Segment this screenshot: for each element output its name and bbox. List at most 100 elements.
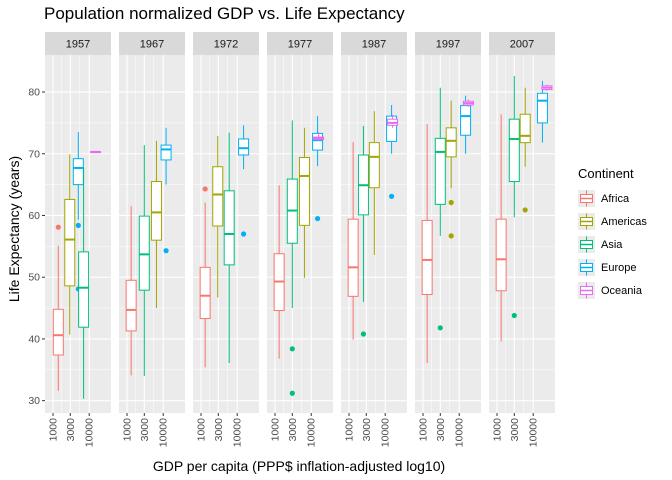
x-tick-label-1000: 1000 [344, 418, 356, 442]
panel-background-1977 [267, 55, 333, 413]
outlier-point [202, 186, 208, 192]
box-body [368, 142, 380, 189]
boxplot-1997-africa [421, 124, 433, 364]
boxplot-1997-oceania [462, 99, 474, 107]
y-tick-label-40: 40 [28, 333, 40, 345]
x-axis-title: GDP per capita (PPP$ inflation-adjusted … [152, 458, 446, 474]
outlier-point [522, 207, 528, 213]
facet-strip-1967 [119, 32, 185, 55]
box-body [434, 137, 446, 205]
facet-strip-1997 [415, 32, 481, 55]
outlier-point [289, 346, 295, 352]
boxplot-2007-americas [519, 87, 531, 213]
outlier-point [437, 325, 443, 331]
legend-label-asia: Asia [601, 238, 623, 251]
box-body [495, 218, 507, 292]
x-tick-label-1000: 1000 [48, 418, 60, 442]
legend-label-americas: Americas [601, 215, 647, 228]
box-body [78, 251, 90, 328]
x-tick-label-3000: 3000 [435, 418, 447, 442]
boxplot-1957-asia [78, 167, 90, 399]
x-tick-label-3000: 3000 [139, 418, 151, 442]
box-body [312, 132, 324, 151]
facet-strip-label-1967: 1967 [140, 39, 164, 51]
x-tick-label-3000: 3000 [361, 418, 373, 442]
boxplot-2007-asia [508, 75, 520, 319]
x-tick-label-3000: 3000 [213, 418, 225, 442]
x-tick-label-10000: 10000 [84, 418, 96, 447]
box-body [298, 156, 310, 226]
legend-key-africa [578, 190, 595, 207]
boxplot-1972-americas [212, 135, 224, 298]
box-body [212, 166, 224, 227]
legend-label-europe: Europe [601, 261, 637, 274]
box-body [223, 190, 235, 266]
x-tick-label-3000: 3000 [65, 418, 77, 442]
legend-key-europe [578, 259, 595, 276]
outlier-point [289, 390, 295, 396]
box-body [386, 115, 398, 142]
facet-strip-2007 [489, 32, 555, 55]
box-body [508, 118, 520, 183]
legend-key-asia [578, 236, 595, 253]
boxplot-1997-asia [434, 87, 446, 331]
x-tick-label-10000: 10000 [454, 418, 466, 447]
box-body [199, 266, 211, 320]
legend-item-americas: Americas [578, 210, 647, 233]
boxplot-1987-asia [357, 125, 369, 337]
outlier-point [360, 331, 367, 337]
x-tick-label-1000: 1000 [492, 418, 504, 442]
box-body [421, 219, 433, 295]
legend-glyph-europe [580, 259, 593, 276]
facet-strip-1972 [193, 32, 259, 55]
boxplot-1972-asia [223, 132, 235, 364]
facet-panel-1977: 1977 1000 3000 10000 [267, 32, 333, 447]
facet-strip-label-2007: 2007 [510, 39, 534, 51]
x-tick-label-1000: 1000 [270, 418, 282, 442]
boxplot-1957-oceania [90, 150, 102, 154]
boxplot-1967-asia [138, 145, 150, 376]
y-axis-title: Life Expectancy (years) [6, 155, 22, 303]
y-tick-label-30: 30 [28, 395, 40, 407]
facet-strip-1977 [267, 32, 333, 55]
boxplot-1967-africa [125, 206, 137, 376]
boxplot-1977-europe [312, 116, 324, 222]
outlier-point [448, 233, 454, 239]
legend-item-africa: Africa [578, 187, 647, 210]
boxplot-1997-americas [445, 100, 457, 239]
boxplot-2007-oceania [541, 84, 553, 91]
box-body [460, 105, 472, 136]
legend-item-oceania: Oceania [578, 279, 647, 302]
boxplot-1977-oceania [313, 132, 325, 141]
boxplot-1977-asia [286, 120, 298, 396]
boxplot-1987-africa [347, 142, 359, 340]
boxplot-1977-africa [273, 185, 285, 359]
box-body [150, 181, 162, 241]
outlier-point [163, 248, 169, 254]
legend-glyph-americas [580, 213, 593, 230]
box-body [238, 138, 250, 156]
legend-item-asia: Asia [578, 233, 647, 256]
box-body [125, 279, 137, 332]
outlier-point [388, 193, 395, 199]
y-tick-label-70: 70 [28, 148, 40, 160]
facet-strip-label-1987: 1987 [362, 39, 386, 51]
boxplot-1967-americas [150, 140, 162, 309]
y-tick-label-60: 60 [28, 210, 40, 222]
x-tick-label-10000: 10000 [528, 418, 540, 447]
legend-glyph-africa [580, 190, 593, 207]
x-tick-label-10000: 10000 [232, 418, 244, 447]
x-tick-label-3000: 3000 [509, 418, 521, 442]
x-tick-label-1000: 1000 [122, 418, 134, 442]
facet-strip-label-1977: 1977 [288, 39, 312, 51]
boxplot-1977-americas [298, 127, 310, 278]
panel-background-1957 [45, 55, 111, 413]
boxplot-1957-americas [64, 154, 76, 335]
facet-strip-label-1972: 1972 [214, 39, 238, 51]
boxplot-1957-africa [52, 224, 64, 391]
facet-strip-1987 [341, 32, 407, 55]
box-body [536, 92, 548, 124]
legend-label-africa: Africa [601, 192, 630, 205]
facet-strip-label-1957: 1957 [66, 39, 90, 51]
outlier-point [240, 231, 247, 237]
